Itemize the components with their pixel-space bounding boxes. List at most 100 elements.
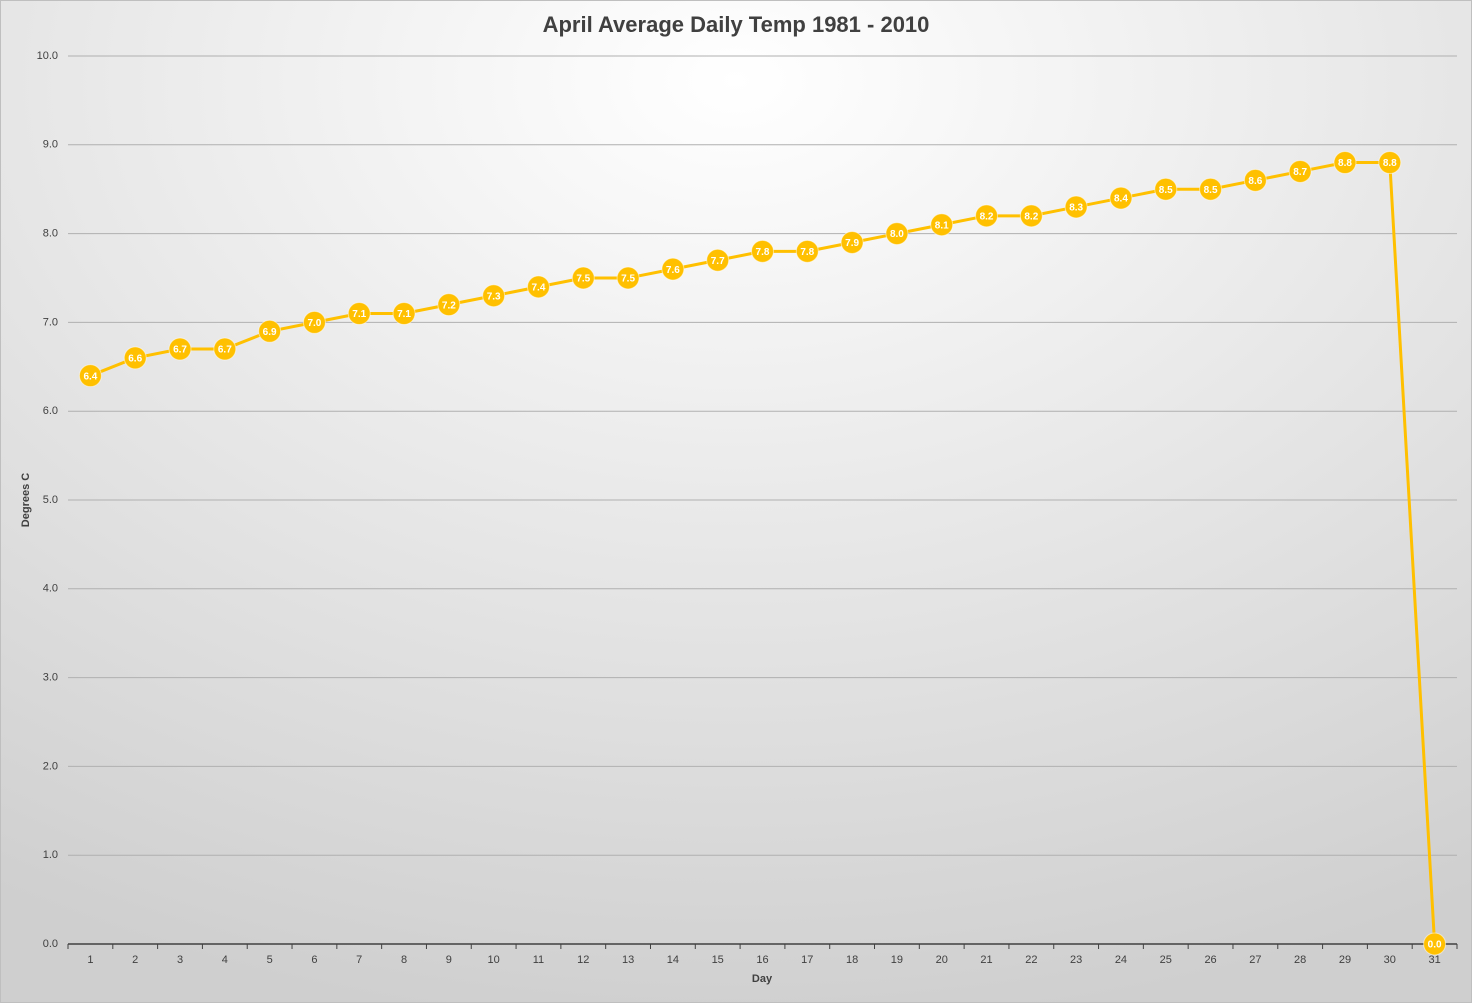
point: [1109, 186, 1133, 210]
point: [78, 364, 102, 388]
data-label: 6.9: [263, 327, 277, 338]
x-tick-label: 19: [891, 954, 903, 966]
data-label: 8.8: [1338, 158, 1352, 169]
data-label: 7.9: [845, 238, 859, 249]
y-axis-label: Degrees C: [20, 473, 32, 527]
y-tick-label: 2.0: [43, 760, 58, 772]
x-tick-label: 28: [1294, 954, 1306, 966]
y-tick-label: 3.0: [43, 672, 58, 684]
x-tick-label: 2: [132, 954, 138, 966]
data-label: 8.7: [1293, 167, 1307, 178]
x-tick-label: 31: [1428, 954, 1440, 966]
point: [1154, 177, 1178, 201]
point: [437, 293, 461, 317]
data-label: 8.2: [980, 211, 994, 222]
point: [1243, 168, 1267, 192]
data-label: 7.8: [800, 247, 814, 258]
x-tick-label: 1: [87, 954, 93, 966]
y-tick-label: 1.0: [43, 849, 58, 861]
data-label: 8.5: [1159, 185, 1173, 196]
y-tick-label: 10.0: [37, 50, 58, 62]
data-label: 7.0: [307, 318, 321, 329]
x-tick-label: 30: [1384, 954, 1396, 966]
x-tick-label: 14: [667, 954, 679, 966]
data-label: 7.7: [711, 256, 725, 267]
point: [1199, 177, 1223, 201]
x-tick-label: 11: [533, 954, 544, 966]
x-tick-label: 25: [1160, 954, 1172, 966]
x-tick-label: 5: [267, 954, 273, 966]
point: [168, 337, 192, 361]
point: [258, 319, 282, 343]
data-label: 8.1: [935, 220, 949, 231]
x-tick-label: 21: [980, 954, 992, 966]
point: [751, 239, 774, 263]
x-tick-label: 16: [756, 954, 768, 966]
point: [885, 222, 909, 246]
x-tick-label: 7: [356, 954, 362, 966]
point: [347, 302, 371, 326]
x-tick-label: 17: [801, 954, 813, 966]
x-tick-label: 15: [712, 954, 724, 966]
data-label: 7.4: [532, 283, 546, 294]
data-label: 8.8: [1383, 158, 1397, 169]
data-label: 8.3: [1069, 203, 1083, 214]
x-tick-label: 8: [401, 954, 407, 966]
x-tick-label: 18: [846, 954, 858, 966]
point: [213, 337, 237, 361]
x-tick-label: 4: [222, 954, 228, 966]
point: [616, 266, 640, 290]
y-tick-label: 8.0: [43, 228, 58, 240]
point: [1019, 204, 1043, 228]
point: [1423, 932, 1447, 956]
data-label: 6.4: [83, 371, 97, 382]
point: [123, 346, 147, 370]
data-label: 7.5: [621, 274, 635, 285]
data-label: 0.0: [1428, 940, 1442, 951]
x-tick-label: 20: [936, 954, 948, 966]
point: [1333, 151, 1357, 175]
data-label: 7.1: [397, 309, 411, 320]
point: [840, 230, 864, 254]
y-tick-label: 4.0: [43, 583, 58, 595]
point: [392, 302, 416, 326]
point: [1378, 151, 1402, 175]
point: [795, 239, 819, 263]
x-tick-label: 6: [311, 954, 317, 966]
x-tick-label: 24: [1115, 954, 1127, 966]
point: [1288, 159, 1312, 183]
x-tick-label: 3: [177, 954, 183, 966]
point: [482, 284, 506, 308]
point: [1064, 195, 1088, 219]
chart-title: April Average Daily Temp 1981 - 2010: [543, 12, 930, 37]
y-tick-label: 6.0: [43, 405, 58, 417]
data-label: 8.0: [890, 229, 904, 240]
data-label: 6.6: [128, 354, 142, 365]
x-tick-label: 9: [446, 954, 452, 966]
data-label: 7.3: [487, 291, 501, 302]
y-tick-label: 9.0: [43, 139, 58, 151]
data-label: 8.5: [1204, 185, 1218, 196]
point: [706, 248, 730, 272]
data-label: 8.6: [1248, 176, 1262, 187]
data-label: 7.5: [576, 274, 590, 285]
point: [302, 310, 326, 334]
y-tick-label: 7.0: [43, 316, 58, 328]
x-tick-label: 12: [577, 954, 589, 966]
x-tick-label: 27: [1249, 954, 1261, 966]
data-label: 7.8: [756, 247, 770, 258]
x-tick-label: 10: [488, 954, 500, 966]
x-tick-label: 29: [1339, 954, 1351, 966]
point: [571, 266, 595, 290]
y-tick-label: 5.0: [43, 494, 58, 506]
x-axis-label: Day: [752, 973, 773, 985]
data-label: 6.7: [218, 345, 232, 356]
point: [661, 257, 685, 281]
point: [930, 213, 954, 237]
point: [975, 204, 999, 228]
data-label: 8.4: [1114, 194, 1128, 205]
data-label: 7.1: [352, 309, 366, 320]
x-tick-label: 26: [1204, 954, 1216, 966]
